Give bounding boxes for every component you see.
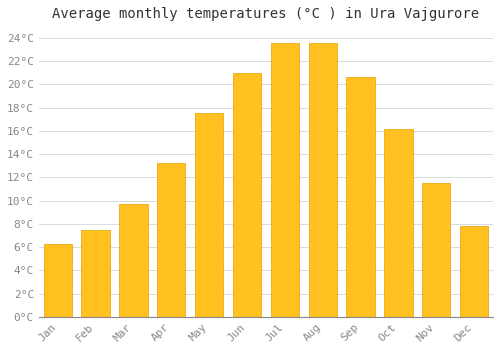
Bar [460, 226, 488, 317]
Bar [346, 77, 375, 317]
Bar [82, 230, 110, 317]
Bar [157, 163, 186, 317]
Bar [308, 43, 337, 317]
Bar [422, 183, 450, 317]
Bar [119, 204, 148, 317]
Bar [195, 113, 224, 317]
Bar [44, 244, 72, 317]
Bar [233, 73, 261, 317]
Bar [270, 43, 299, 317]
Bar [384, 128, 412, 317]
Title: Average monthly temperatures (°C ) in Ura Vajgurore: Average monthly temperatures (°C ) in Ur… [52, 7, 480, 21]
